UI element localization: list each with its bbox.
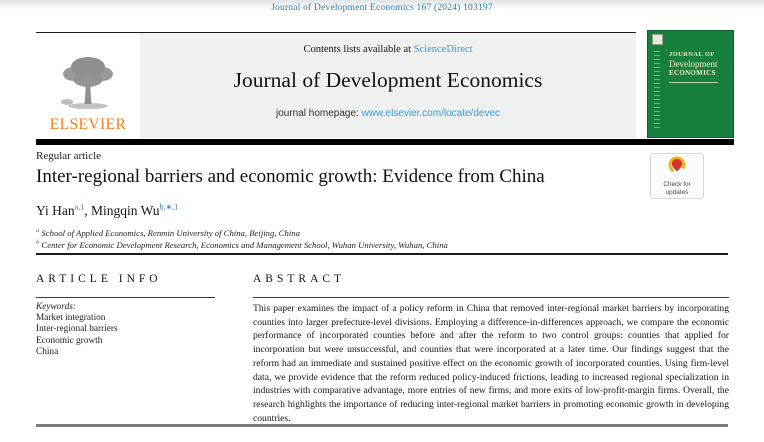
article-info-heading: ARTICLE INFO	[36, 273, 162, 285]
contents-prefix: Contents lists available at	[303, 44, 414, 55]
contents-line: Contents lists available at ScienceDirec…	[303, 44, 472, 55]
affiliation-text: Center for Economic Development Research…	[39, 239, 448, 250]
author-affiliation-marker[interactable]: a,1	[74, 202, 85, 212]
header-divider-rule	[36, 253, 728, 255]
cover-publisher-logo	[652, 34, 663, 45]
abstract-rule	[253, 297, 729, 299]
homepage-url-link[interactable]: www.elsevier.com/locate/devec	[361, 108, 501, 119]
affiliation-marker: b	[36, 238, 40, 246]
masthead-bottom-bar	[36, 139, 734, 145]
author-affiliation-marker[interactable]: b,∗,1	[159, 202, 179, 212]
author-line: Yi Hana,1, Mingqin Wub,∗,1	[36, 203, 178, 219]
cover-title-block: JOURNAL OF Development ECONOMICS	[669, 51, 718, 83]
sciencedirect-link[interactable]: ScienceDirect	[413, 44, 473, 55]
author-name[interactable]: Mingqin Wu	[90, 203, 160, 218]
keyword-item: Market integration	[36, 313, 106, 323]
crossmark-icon	[668, 156, 686, 179]
keyword-item: Economic growth	[36, 335, 103, 346]
keywords-list: Market integration Inter-regional barrie…	[36, 313, 118, 359]
keywords-label: Keywords:	[36, 302, 76, 312]
affiliations: a School of Applied Economics, Renmin Un…	[36, 227, 448, 252]
article-info-rule	[36, 297, 215, 299]
masthead-top-rule	[36, 32, 636, 33]
homepage-line: journal homepage: www.elsevier.com/locat…	[276, 108, 500, 119]
affiliation-line: a School of Applied Economics, Renmin Un…	[36, 227, 448, 240]
article-type-label: Regular article	[36, 150, 102, 162]
journal-cover-thumbnail[interactable]: JOURNAL OF Development ECONOMICS	[647, 30, 734, 138]
updates-badge-label: Check for updates	[663, 181, 691, 196]
elsevier-tree-icon	[55, 52, 121, 116]
article-title: Inter-regional barriers and economic gro…	[36, 166, 545, 187]
abstract-heading: ABSTRACT	[253, 273, 346, 285]
keyword-item: Inter-regional barriers	[36, 324, 118, 335]
cover-title-line1: JOURNAL OF	[669, 51, 715, 58]
masthead-panel: Contents lists available at ScienceDirec…	[140, 33, 636, 138]
abstract-bottom-rule	[36, 424, 728, 427]
cover-title-line2: Development	[669, 59, 718, 69]
running-head-citation: Journal of Development Economics 167 (20…	[271, 3, 493, 13]
homepage-label: journal homepage:	[275, 108, 362, 119]
journal-title: Journal of Development Economics	[233, 68, 543, 92]
cover-title-line3: ECONOMICS	[669, 69, 716, 77]
affiliation-text: School of Applied Economics, Renmin Univ…	[39, 228, 300, 238]
abstract-text: This paper examines the impact of a poli…	[253, 303, 729, 424]
check-for-updates-badge[interactable]: Check for updates	[650, 153, 704, 199]
keyword-item: China	[36, 347, 59, 358]
page-top-shading	[0, 0, 764, 9]
affiliation-line: b Center for Economic Development Resear…	[36, 238, 448, 252]
elsevier-logo[interactable]: ELSEVIER	[36, 33, 140, 138]
elsevier-wordmark: ELSEVIER	[49, 116, 127, 133]
cover-spine-text-decoration	[654, 51, 660, 131]
affiliation-marker: a	[36, 227, 40, 235]
author-separator: ,	[84, 203, 91, 218]
author-name[interactable]: Yi Han	[36, 203, 75, 218]
